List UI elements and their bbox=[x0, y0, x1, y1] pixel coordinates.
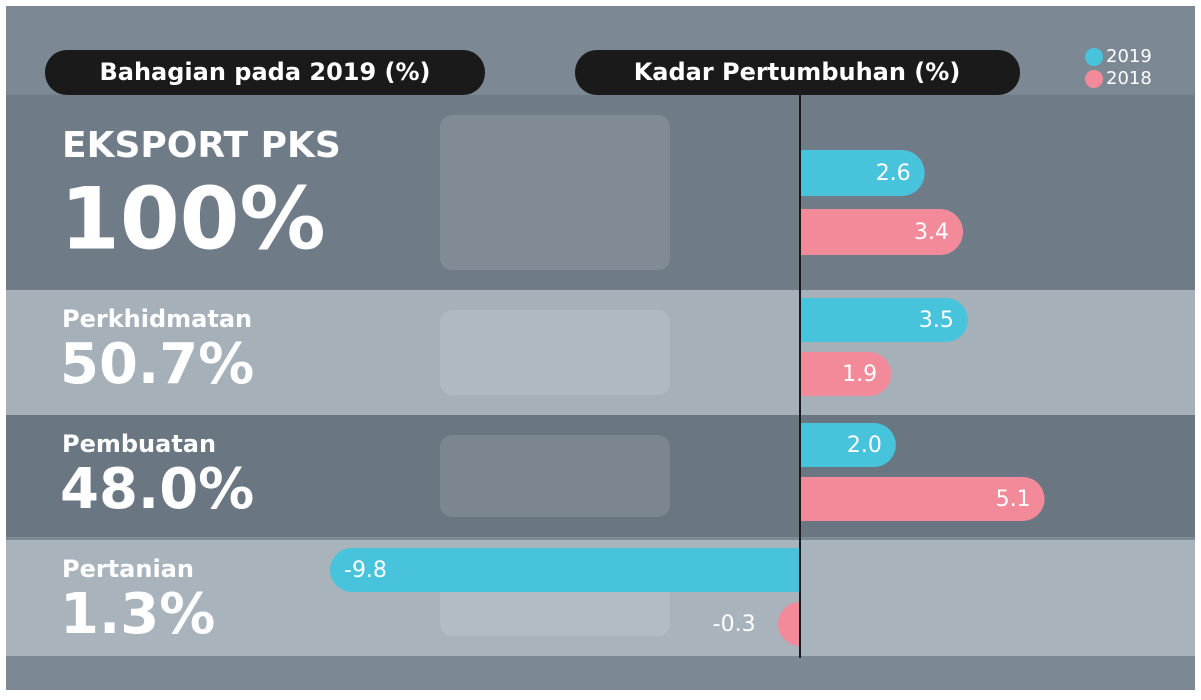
share-label: 100% bbox=[60, 169, 326, 269]
value-label: 2.0 bbox=[847, 433, 882, 458]
category-label: EKSPORT PKS bbox=[62, 125, 341, 166]
category-label: Pembuatan bbox=[62, 430, 216, 458]
left-title: Bahagian pada 2019 (%) bbox=[99, 58, 430, 86]
value-label: 2.6 bbox=[876, 161, 911, 186]
illustration bbox=[440, 115, 670, 270]
share-label: 1.3% bbox=[60, 582, 215, 647]
share-label: 50.7% bbox=[60, 332, 254, 397]
bar bbox=[800, 477, 1045, 521]
legend-label: 2018 bbox=[1106, 68, 1152, 89]
legend-swatch bbox=[1085, 70, 1103, 88]
legend-swatch bbox=[1085, 48, 1103, 66]
legend-label: 2019 bbox=[1106, 46, 1152, 67]
value-label: 1.9 bbox=[842, 362, 877, 387]
row-band bbox=[6, 290, 1195, 415]
bar bbox=[800, 423, 896, 467]
value-label: -9.8 bbox=[344, 558, 387, 583]
value-label: 3.4 bbox=[914, 220, 949, 245]
category-label: Perkhidmatan bbox=[62, 305, 252, 333]
value-label: 3.5 bbox=[919, 308, 954, 333]
value-label: -0.3 bbox=[713, 612, 756, 637]
left-title-pill bbox=[45, 50, 485, 95]
row-band bbox=[6, 95, 1195, 290]
bar bbox=[330, 548, 800, 592]
share-label: 48.0% bbox=[60, 457, 254, 522]
category-label: Pertanian bbox=[62, 555, 194, 583]
bar bbox=[778, 602, 800, 646]
value-label: 5.1 bbox=[996, 487, 1031, 512]
bar bbox=[800, 209, 964, 255]
bar bbox=[800, 352, 892, 396]
bar bbox=[800, 298, 968, 342]
title-pill bbox=[575, 50, 1020, 95]
bar bbox=[800, 150, 925, 196]
illustration bbox=[440, 310, 670, 395]
chart-title: Kadar Pertumbuhan (%) bbox=[634, 58, 961, 86]
illustration bbox=[440, 435, 670, 517]
